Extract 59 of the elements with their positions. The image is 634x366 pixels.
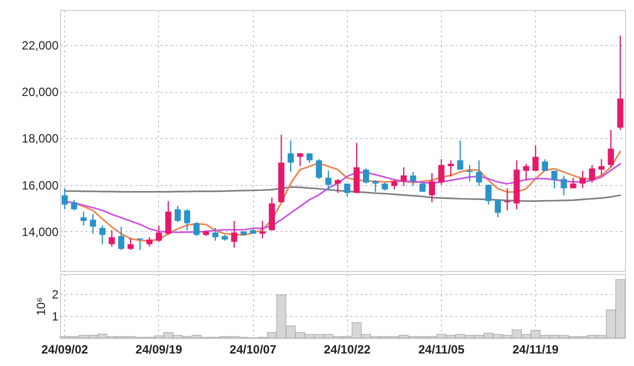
y-tick-label: 20,000	[22, 85, 59, 100]
candlestick	[428, 172, 436, 203]
candlestick	[532, 144, 539, 172]
candlestick	[580, 170, 586, 189]
candlestick	[570, 177, 576, 189]
candlestick	[146, 236, 153, 248]
candlestick	[325, 170, 332, 192]
candlestick	[193, 221, 200, 237]
y-tick-label: 2	[52, 287, 59, 302]
candlestick	[494, 199, 501, 218]
candlestick	[62, 188, 68, 210]
candlestick	[504, 188, 510, 212]
candlestick	[419, 182, 426, 192]
candlestick	[400, 166, 407, 187]
candlestick	[128, 238, 134, 251]
candlestick	[231, 220, 238, 248]
candlestick	[457, 140, 464, 170]
candlestick	[99, 224, 106, 245]
x-tick-label: 24/11/05	[418, 342, 465, 356]
candlestick	[542, 158, 548, 172]
candlestick	[174, 205, 181, 223]
candlestick	[118, 226, 124, 251]
candlestick	[90, 213, 96, 234]
candlestick	[212, 227, 218, 242]
candlestick	[410, 171, 416, 187]
x-tick-label: 24/10/07	[230, 342, 277, 356]
candlestick	[362, 168, 370, 184]
y-tick-label: 18,000	[22, 132, 59, 146]
candlestick	[156, 224, 162, 242]
candlestick	[588, 164, 596, 184]
candlestick	[448, 160, 454, 178]
x-tick-label: 24/11/19	[512, 342, 559, 356]
candlestick	[551, 170, 558, 189]
candlestick	[391, 180, 398, 190]
x-tick-label: 24/09/02	[41, 342, 88, 356]
candlestick	[608, 129, 614, 168]
y-axis-title: 10⁶	[34, 297, 48, 316]
candlestick	[344, 183, 350, 198]
x-tick-label: 24/09/19	[136, 342, 183, 356]
candlestick	[476, 160, 482, 187]
candlestick	[288, 140, 294, 173]
y-tick-label: 16,000	[22, 178, 59, 192]
candlestick	[334, 178, 341, 194]
y-tick-label: 14,000	[22, 224, 59, 239]
candlestick	[297, 152, 304, 167]
candlestick	[165, 200, 172, 236]
x-tick-label: 24/10/22	[324, 342, 371, 356]
candlestick	[523, 163, 530, 181]
candlestick	[108, 230, 115, 248]
candlestick	[184, 208, 190, 231]
candlestick	[598, 158, 605, 176]
candlestick	[71, 199, 78, 212]
y-tick-label: 1	[52, 309, 59, 324]
candlestick	[438, 158, 444, 186]
y-tick-label: 22,000	[22, 38, 59, 52]
candlestick	[316, 158, 322, 180]
candlestick	[80, 210, 87, 226]
candlestick	[485, 184, 492, 206]
candlestick	[560, 174, 567, 196]
